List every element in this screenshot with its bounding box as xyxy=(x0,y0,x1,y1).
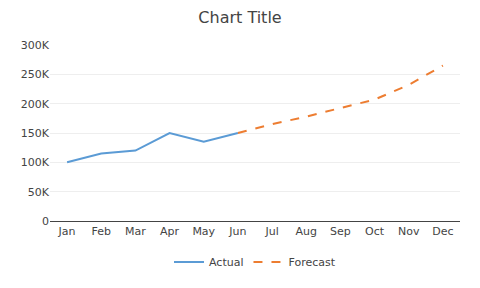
svg-text:Aug: Aug xyxy=(296,225,317,238)
svg-text:Mar: Mar xyxy=(125,225,146,238)
svg-text:100K: 100K xyxy=(21,156,50,169)
svg-text:May: May xyxy=(192,225,215,238)
svg-text:0: 0 xyxy=(42,215,49,228)
svg-text:150K: 150K xyxy=(21,127,50,140)
svg-text:Sep: Sep xyxy=(330,225,351,238)
svg-text:300K: 300K xyxy=(21,39,50,52)
svg-text:Jun: Jun xyxy=(228,225,246,238)
svg-text:250K: 250K xyxy=(21,68,50,81)
svg-text:Feb: Feb xyxy=(92,225,111,238)
svg-text:50K: 50K xyxy=(28,186,50,199)
svg-text:Jan: Jan xyxy=(58,225,76,238)
svg-text:Chart Title: Chart Title xyxy=(198,8,281,27)
svg-text:200K: 200K xyxy=(21,98,50,111)
svg-text:Apr: Apr xyxy=(160,225,180,238)
svg-text:Actual: Actual xyxy=(209,256,243,269)
svg-text:Jul: Jul xyxy=(264,225,278,238)
svg-text:Nov: Nov xyxy=(398,225,420,238)
svg-text:Forecast: Forecast xyxy=(288,256,335,269)
svg-text:Oct: Oct xyxy=(365,225,385,238)
svg-text:Dec: Dec xyxy=(432,225,453,238)
